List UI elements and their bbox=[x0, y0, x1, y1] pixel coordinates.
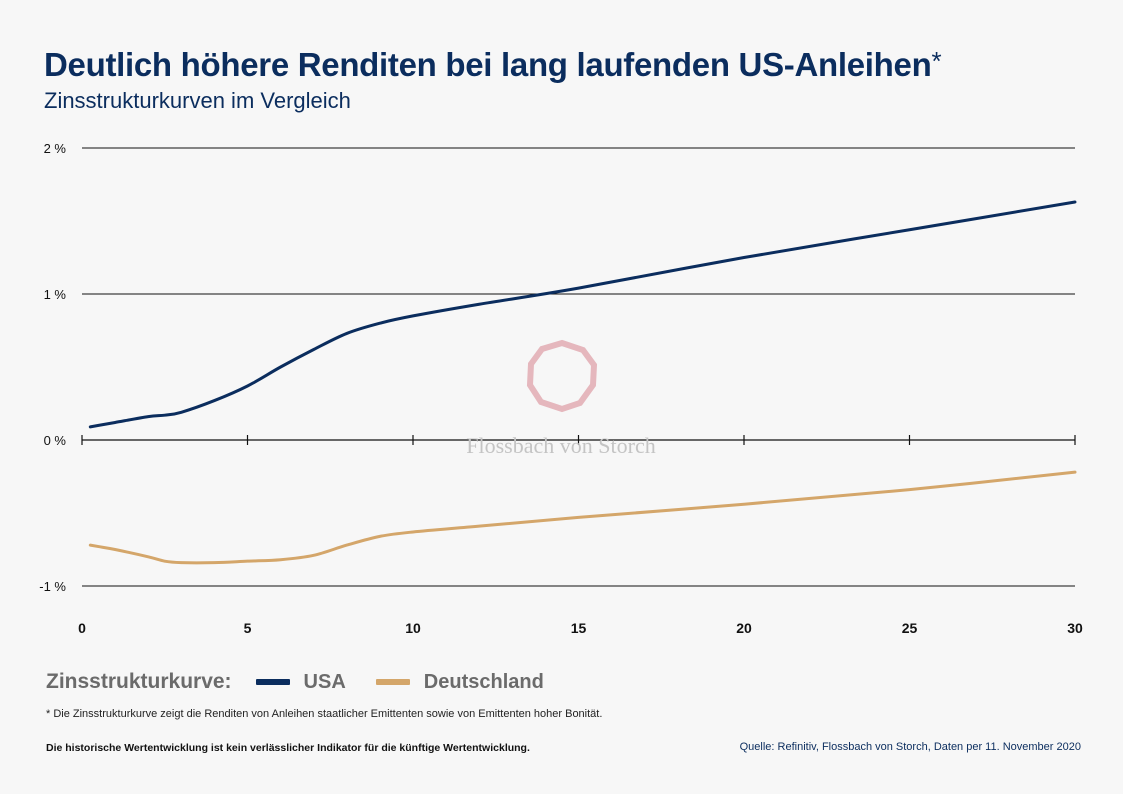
series-line-usa bbox=[88, 200, 1077, 429]
x-tick-label: 5 bbox=[244, 620, 252, 636]
y-axis-labels: -1 % 0 % 1 % 2 % bbox=[39, 141, 66, 594]
legend-item-deutschland: Deutschland bbox=[375, 670, 544, 694]
chart-subtitle: Zinsstrukturkurven im Vergleich bbox=[44, 88, 351, 113]
x-axis-labels: 0 5 10 15 20 25 30 bbox=[78, 620, 1083, 636]
y-tick-label: 1 % bbox=[44, 287, 67, 302]
footnote: * Die Zinsstrukturkurve zeigt die Rendit… bbox=[46, 708, 603, 720]
x-tick-label: 0 bbox=[78, 620, 86, 636]
chart-title-text: Deutlich höhere Renditen bei lang laufen… bbox=[44, 46, 932, 83]
y-tick-label: 2 % bbox=[44, 141, 67, 156]
x-axis bbox=[81, 435, 1076, 445]
series-line-deutschland bbox=[88, 470, 1077, 565]
y-tick-label: 0 % bbox=[44, 433, 67, 448]
watermark-text: Flossbach von Storch bbox=[466, 433, 655, 458]
legend-label-deutschland: Deutschland bbox=[423, 670, 544, 693]
legend-swatch-deutschland bbox=[375, 679, 410, 685]
x-tick-label: 10 bbox=[405, 620, 421, 636]
source-note: Quelle: Refinitiv, Flossbach von Storch,… bbox=[739, 741, 1081, 753]
legend-item-usa: USA bbox=[255, 670, 346, 694]
grid-lines bbox=[82, 147, 1075, 587]
watermark-logo-icon bbox=[526, 339, 598, 413]
x-tick-label: 25 bbox=[902, 620, 918, 636]
series-lines bbox=[88, 200, 1077, 565]
legend-swatch-usa bbox=[255, 679, 290, 685]
disclaimer: Die historische Wertentwicklung ist kein… bbox=[46, 742, 530, 754]
watermark: Flossbach von Storch bbox=[466, 339, 656, 458]
title-footnote-mark: * bbox=[931, 46, 942, 76]
x-tick-label: 30 bbox=[1067, 620, 1083, 636]
yield-curve-chart: -1 % 0 % 1 % 2 % 0 5 10 15 20 25 30 Flossbach von… bbox=[39, 141, 1083, 636]
chart-title: Deutlich höhere Renditen bei lang laufen… bbox=[44, 46, 942, 84]
y-tick-label: -1 % bbox=[39, 579, 66, 594]
legend-title: Zinsstrukturkurve: bbox=[46, 670, 232, 693]
x-tick-label: 15 bbox=[571, 620, 587, 636]
legend-label-usa: USA bbox=[303, 670, 346, 693]
legend: Zinsstrukturkurve: USA Deutschland bbox=[46, 670, 574, 694]
x-tick-label: 20 bbox=[736, 620, 752, 636]
